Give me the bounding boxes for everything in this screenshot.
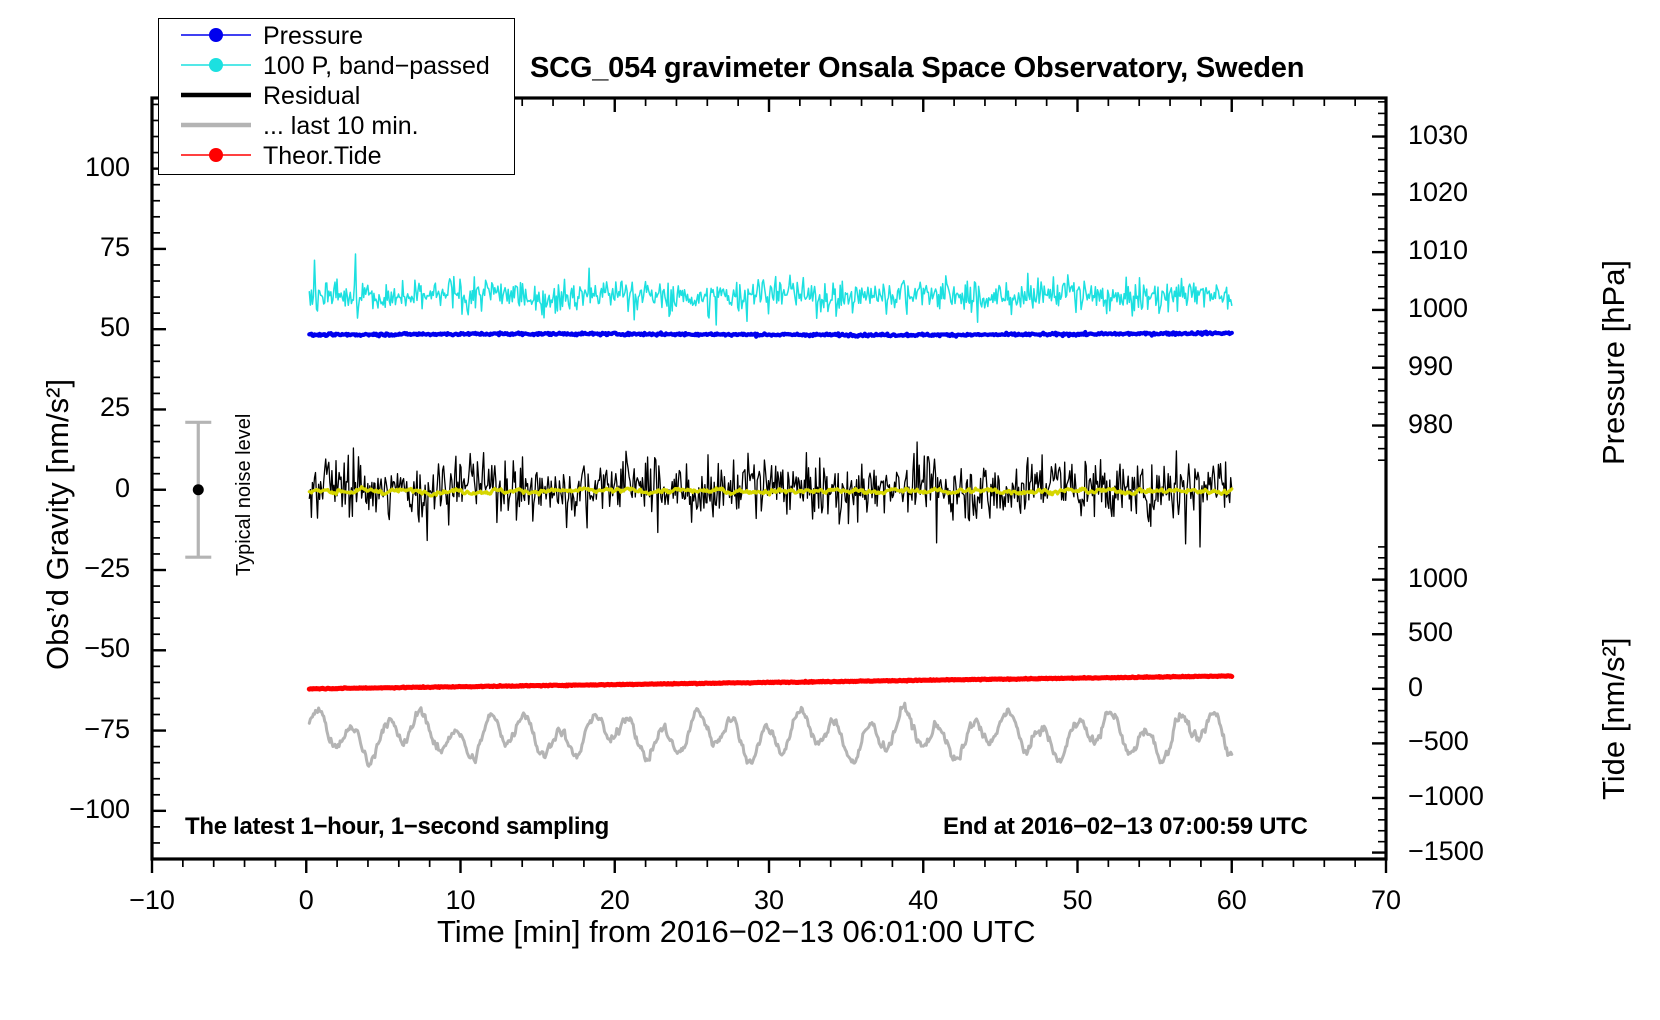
x-tick-4: 30 [753, 885, 785, 915]
legend: Pressure 100 P, band−passed Residual ...… [158, 18, 515, 175]
x-tick-5: 40 [908, 885, 939, 915]
series-residual [308, 441, 1233, 548]
y-axis-title-pressure: Pressure [hPa] [1596, 259, 1631, 465]
tide-tick-1: 500 [1408, 617, 1454, 648]
legend-marker-0 [209, 28, 223, 42]
y-tick-8: −100 [69, 793, 130, 824]
legend-label-pressure: Pressure [263, 22, 364, 50]
pressure-tick-5: 980 [1408, 408, 1454, 439]
legend-label-residual: Residual [263, 82, 361, 110]
series-last-10-min [307, 701, 1234, 768]
series-residual-smoothed [307, 485, 1234, 498]
series-theor-tide [306, 673, 1235, 692]
pressure-tick-4: 990 [1408, 350, 1454, 381]
legend-label-last10min: ... last 10 min. [263, 112, 419, 140]
y-axis-title-tide: Tide [nm/s²] [1596, 637, 1631, 801]
y-tick-2: 50 [99, 312, 130, 343]
legend-samples [181, 28, 251, 162]
x-tick-6: 50 [1062, 885, 1093, 915]
annotation-bottom-right: End at 2016−02−13 07:00:59 UTC [943, 813, 1308, 840]
y-tick-5: −25 [84, 553, 130, 583]
series-pressure [307, 329, 1234, 339]
series-100-p-band-passed [308, 253, 1233, 326]
pressure-tick-0: 1030 [1408, 119, 1469, 150]
legend-label-theortide: Theor.Tide [263, 142, 382, 170]
x-tick-8: 70 [1370, 885, 1402, 915]
x-tick-1: 0 [298, 885, 314, 915]
pressure-tick-1: 1020 [1408, 177, 1469, 208]
y-tick-4: 0 [114, 472, 130, 503]
pressure-tick-3: 1000 [1408, 292, 1469, 323]
y-tick-6: −50 [84, 633, 130, 664]
x-axis-title: Time [min] from 2016−02−13 06:01:00 UTC [437, 914, 1036, 949]
tide-tick-2: 0 [1408, 671, 1424, 702]
tide-tick-0: 1000 [1408, 562, 1469, 593]
legend-marker-4 [209, 148, 223, 162]
x-tick-0: −10 [129, 885, 175, 915]
y-tick-0: 100 [84, 151, 130, 182]
y-tick-3: 25 [99, 392, 130, 423]
x-tick-3: 20 [599, 885, 630, 915]
pressure-tick-2: 1010 [1408, 235, 1469, 266]
legend-marker-1 [209, 58, 223, 72]
noise-bar-dot [192, 484, 204, 496]
x-tick-7: 60 [1216, 885, 1247, 915]
legend-label-bandpassed: 100 P, band−passed [263, 52, 490, 80]
tide-tick-3: −500 [1408, 726, 1469, 757]
tide-tick-4: −1000 [1408, 780, 1484, 811]
page-title: SCG_054 gravimeter Onsala Space Observat… [530, 52, 1305, 84]
x-tick-2: 10 [445, 885, 476, 915]
annotation-bottom-left: The latest 1−hour, 1−second sampling [185, 813, 610, 840]
y-tick-7: −75 [84, 713, 130, 744]
noise-level-label: Typical noise level [233, 413, 255, 576]
y-tick-1: 75 [99, 231, 130, 262]
tide-tick-5: −1500 [1408, 835, 1484, 866]
